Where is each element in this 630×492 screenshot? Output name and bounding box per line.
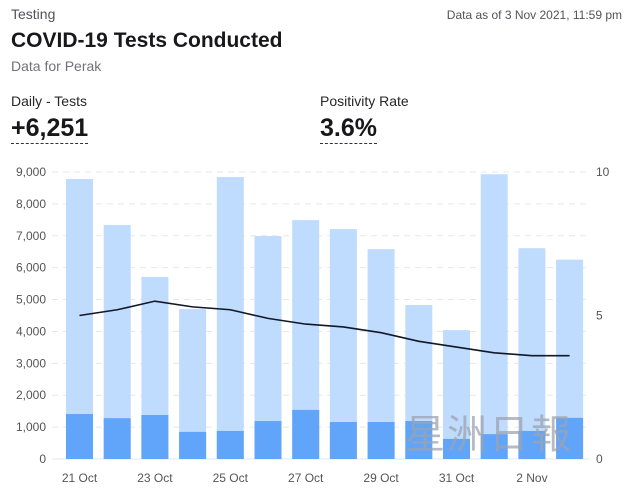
pcr-tests-bar [141, 414, 169, 459]
y-tick-label: 7,000 [16, 229, 46, 243]
y-tick-label: 5,000 [16, 293, 46, 307]
positivity-rate-value[interactable]: 3.6% [320, 114, 377, 144]
pcr-tests-bar [443, 438, 470, 459]
page-subtitle: Data for Perak [11, 58, 102, 74]
section-label: Testing [11, 6, 56, 22]
pcr-tests-bar [66, 414, 93, 459]
x-tick-label: 21 Oct [62, 471, 98, 485]
daily-tests-label: Daily - Tests [11, 93, 87, 109]
y2-tick-label: 5 [596, 309, 603, 323]
total-tests-bar [480, 174, 508, 459]
y2-tick-label: 10 [596, 165, 610, 179]
x-tick-label: 2 Nov [516, 471, 547, 485]
x-tick-label: 23 Oct [137, 471, 173, 485]
data-timestamp: Data as of 3 Nov 2021, 11:59 pm [446, 8, 622, 22]
y-tick-label: 6,000 [16, 261, 46, 275]
total-tests-bar [329, 229, 357, 459]
y-tick-label: 2,000 [16, 388, 46, 402]
pcr-tests-bar [179, 431, 207, 459]
pcr-tests-bar [329, 422, 357, 459]
total-tests-bar [66, 179, 93, 459]
y-tick-label: 9,000 [16, 165, 46, 179]
page-title: COVID-19 Tests Conducted [11, 29, 283, 52]
pcr-tests-bar [367, 422, 395, 459]
x-tick-label: 31 Oct [439, 471, 475, 485]
watermark-logo: 星洲日報 [405, 412, 573, 458]
x-tick-label: 25 Oct [213, 471, 249, 485]
total-tests-bar [216, 177, 244, 459]
pcr-tests-bar [254, 421, 282, 459]
x-tick-label: 29 Oct [363, 471, 399, 485]
y2-tick-label: 0 [596, 452, 603, 466]
total-tests-bar [518, 248, 546, 459]
y-tick-label: 8,000 [16, 197, 46, 211]
pcr-tests-bar [216, 430, 244, 459]
y-tick-label: 3,000 [16, 356, 46, 370]
total-tests-bar [443, 330, 470, 459]
daily-tests-value[interactable]: +6,251 [11, 114, 89, 144]
pcr-tests-bar [292, 409, 320, 459]
y-tick-label: 0 [39, 452, 46, 466]
y-tick-label: 1,000 [16, 420, 46, 434]
pcr-tests-bar [480, 434, 508, 459]
pcr-tests-bar [405, 421, 433, 459]
positivity-rate-line [79, 300, 570, 357]
pcr-tests-bar [103, 418, 131, 459]
y-tick-label: 4,000 [16, 324, 46, 338]
pcr-tests-bar [556, 417, 584, 459]
pcr-tests-bar [518, 430, 546, 459]
x-tick-label: 27 Oct [288, 471, 324, 485]
positivity-rate-label: Positivity Rate [320, 93, 409, 109]
